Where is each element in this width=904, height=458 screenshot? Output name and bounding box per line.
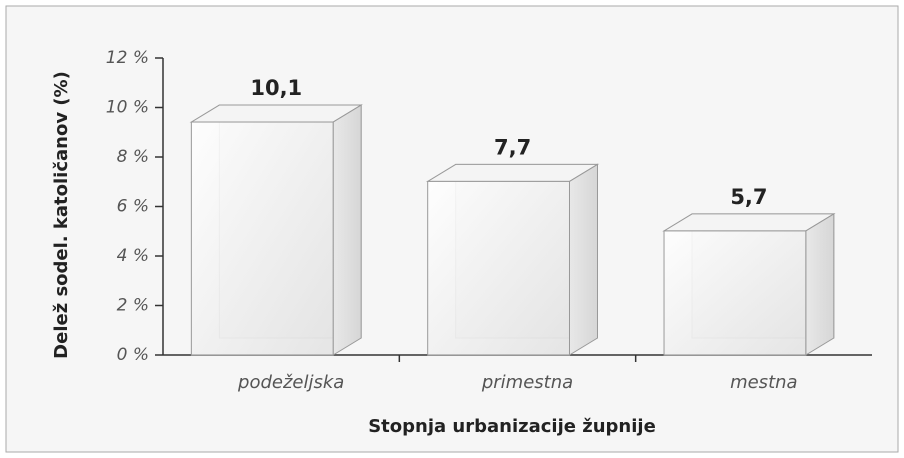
y-tick-label: 2 %	[117, 296, 149, 316]
x-tick-label: primestna	[481, 372, 573, 393]
y-tick-label: 6 %	[117, 197, 149, 217]
bar	[425, 163, 600, 356]
y-tick-label: 12 %	[106, 48, 149, 68]
y-tick-label: 8 %	[117, 147, 149, 167]
value-label: 7,7	[494, 135, 531, 159]
y-tick-label: 0 %	[117, 345, 149, 365]
value-label: 5,7	[730, 185, 767, 209]
value-label: 10,1	[250, 76, 302, 100]
y-tick-label: 10 %	[106, 98, 149, 118]
y-axis-title: Delež sodel. katoličanov (%)	[51, 71, 72, 359]
bar	[189, 104, 363, 356]
x-tick-label: mestna	[730, 372, 797, 393]
bar	[662, 213, 836, 356]
x-tick-label: podeželjska	[237, 372, 344, 393]
y-tick-label: 4 %	[117, 246, 149, 266]
x-axis-title: Stopnja urbanizacije župnije	[368, 416, 656, 437]
